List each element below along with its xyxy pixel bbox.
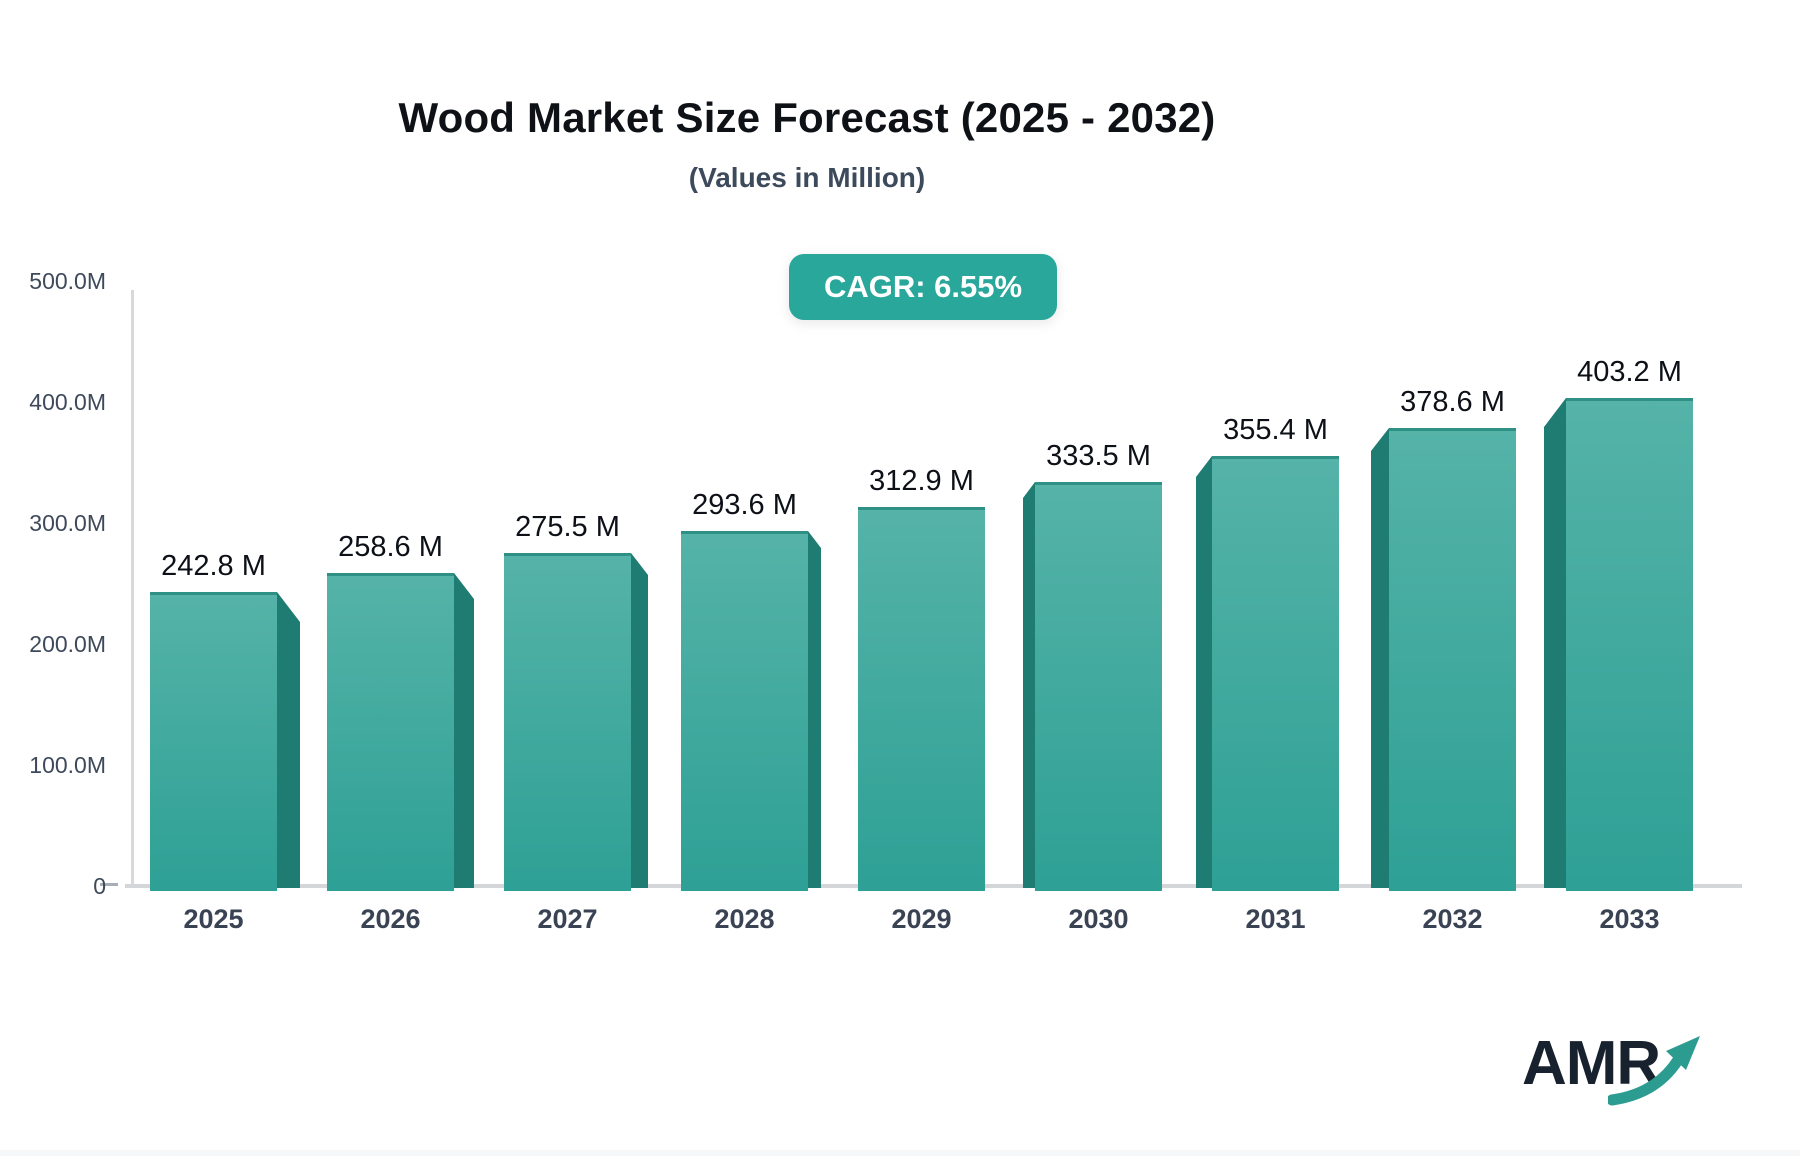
bar-value-label: 275.5 M xyxy=(515,511,620,543)
x-axis-label: 2026 xyxy=(360,904,421,934)
x-axis-label: 2029 xyxy=(891,904,952,934)
bar-value-label: 242.8 M xyxy=(161,550,266,582)
bar-value-label: 258.6 M xyxy=(338,531,443,563)
bar-side-2028 xyxy=(808,531,821,888)
y-axis-line xyxy=(131,290,134,886)
bar-side-2031 xyxy=(1196,456,1212,888)
logo-arrow-icon xyxy=(1608,1036,1700,1106)
bar-2029 xyxy=(858,507,985,891)
bar-value-label: 378.6 M xyxy=(1400,386,1505,418)
zero-tick-dash xyxy=(100,883,118,886)
x-axis-label: 2030 xyxy=(1068,904,1129,934)
bar-side-2025 xyxy=(277,592,300,888)
x-axis-label: 2032 xyxy=(1422,904,1483,934)
bar-value-label: 333.5 M xyxy=(1046,440,1151,472)
bar-2031 xyxy=(1212,456,1339,891)
bar-2026 xyxy=(327,573,454,891)
page-bottom-divider xyxy=(0,1150,1800,1156)
y-axis-tick-label: 0 xyxy=(93,873,106,899)
y-axis-tick-label: 400.0M xyxy=(29,389,106,415)
bar-2027 xyxy=(504,553,631,891)
y-axis-tick-label: 500.0M xyxy=(29,268,106,294)
chart-subtitle: (Values in Million) xyxy=(688,162,926,193)
cagr-badge: CAGR: 6.55% xyxy=(789,254,1057,320)
chart-title: Wood Market Size Forecast (2025 - 2032) xyxy=(398,94,1216,141)
bar-value-label: 403.2 M xyxy=(1577,356,1682,388)
x-axis-label: 2031 xyxy=(1245,904,1306,934)
bar-side-2030 xyxy=(1023,482,1035,888)
x-axis-label: 2028 xyxy=(714,904,775,934)
bar-2032 xyxy=(1389,428,1516,891)
bar-2025 xyxy=(150,592,277,891)
bar-2028 xyxy=(681,531,808,891)
bar-side-2032 xyxy=(1371,428,1389,888)
bar-value-label: 293.6 M xyxy=(692,489,797,521)
bar-side-2026 xyxy=(454,573,474,888)
x-axis-label: 2027 xyxy=(537,904,598,934)
bar-2030 xyxy=(1035,482,1162,891)
y-axis-tick-label: 100.0M xyxy=(29,752,106,778)
bar-value-label: 312.9 M xyxy=(869,465,974,497)
bar-side-2033 xyxy=(1544,398,1566,888)
x-axis-label: 2033 xyxy=(1599,904,1660,934)
bar-side-2027 xyxy=(631,553,648,888)
bar-2033 xyxy=(1566,398,1693,891)
logo-text: AMR xyxy=(1522,1029,1661,1098)
y-axis-tick-label: 200.0M xyxy=(29,631,106,657)
x-axis-label: 2025 xyxy=(183,904,244,934)
y-axis-tick-label: 300.0M xyxy=(29,510,106,536)
bar-value-label: 355.4 M xyxy=(1223,414,1328,446)
